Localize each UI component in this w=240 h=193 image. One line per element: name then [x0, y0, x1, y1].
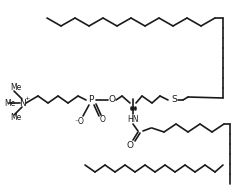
Text: O: O — [100, 114, 106, 124]
Text: P: P — [88, 96, 94, 104]
Text: O: O — [126, 141, 133, 150]
Text: Me: Me — [10, 113, 21, 123]
Text: HN: HN — [127, 114, 139, 124]
Text: +: + — [24, 96, 30, 101]
Text: Me: Me — [4, 98, 15, 108]
Text: S: S — [171, 96, 177, 104]
Text: N: N — [19, 98, 25, 108]
Text: ⁻O: ⁻O — [74, 117, 84, 125]
Text: Me: Me — [10, 84, 21, 92]
Text: O: O — [108, 96, 115, 104]
